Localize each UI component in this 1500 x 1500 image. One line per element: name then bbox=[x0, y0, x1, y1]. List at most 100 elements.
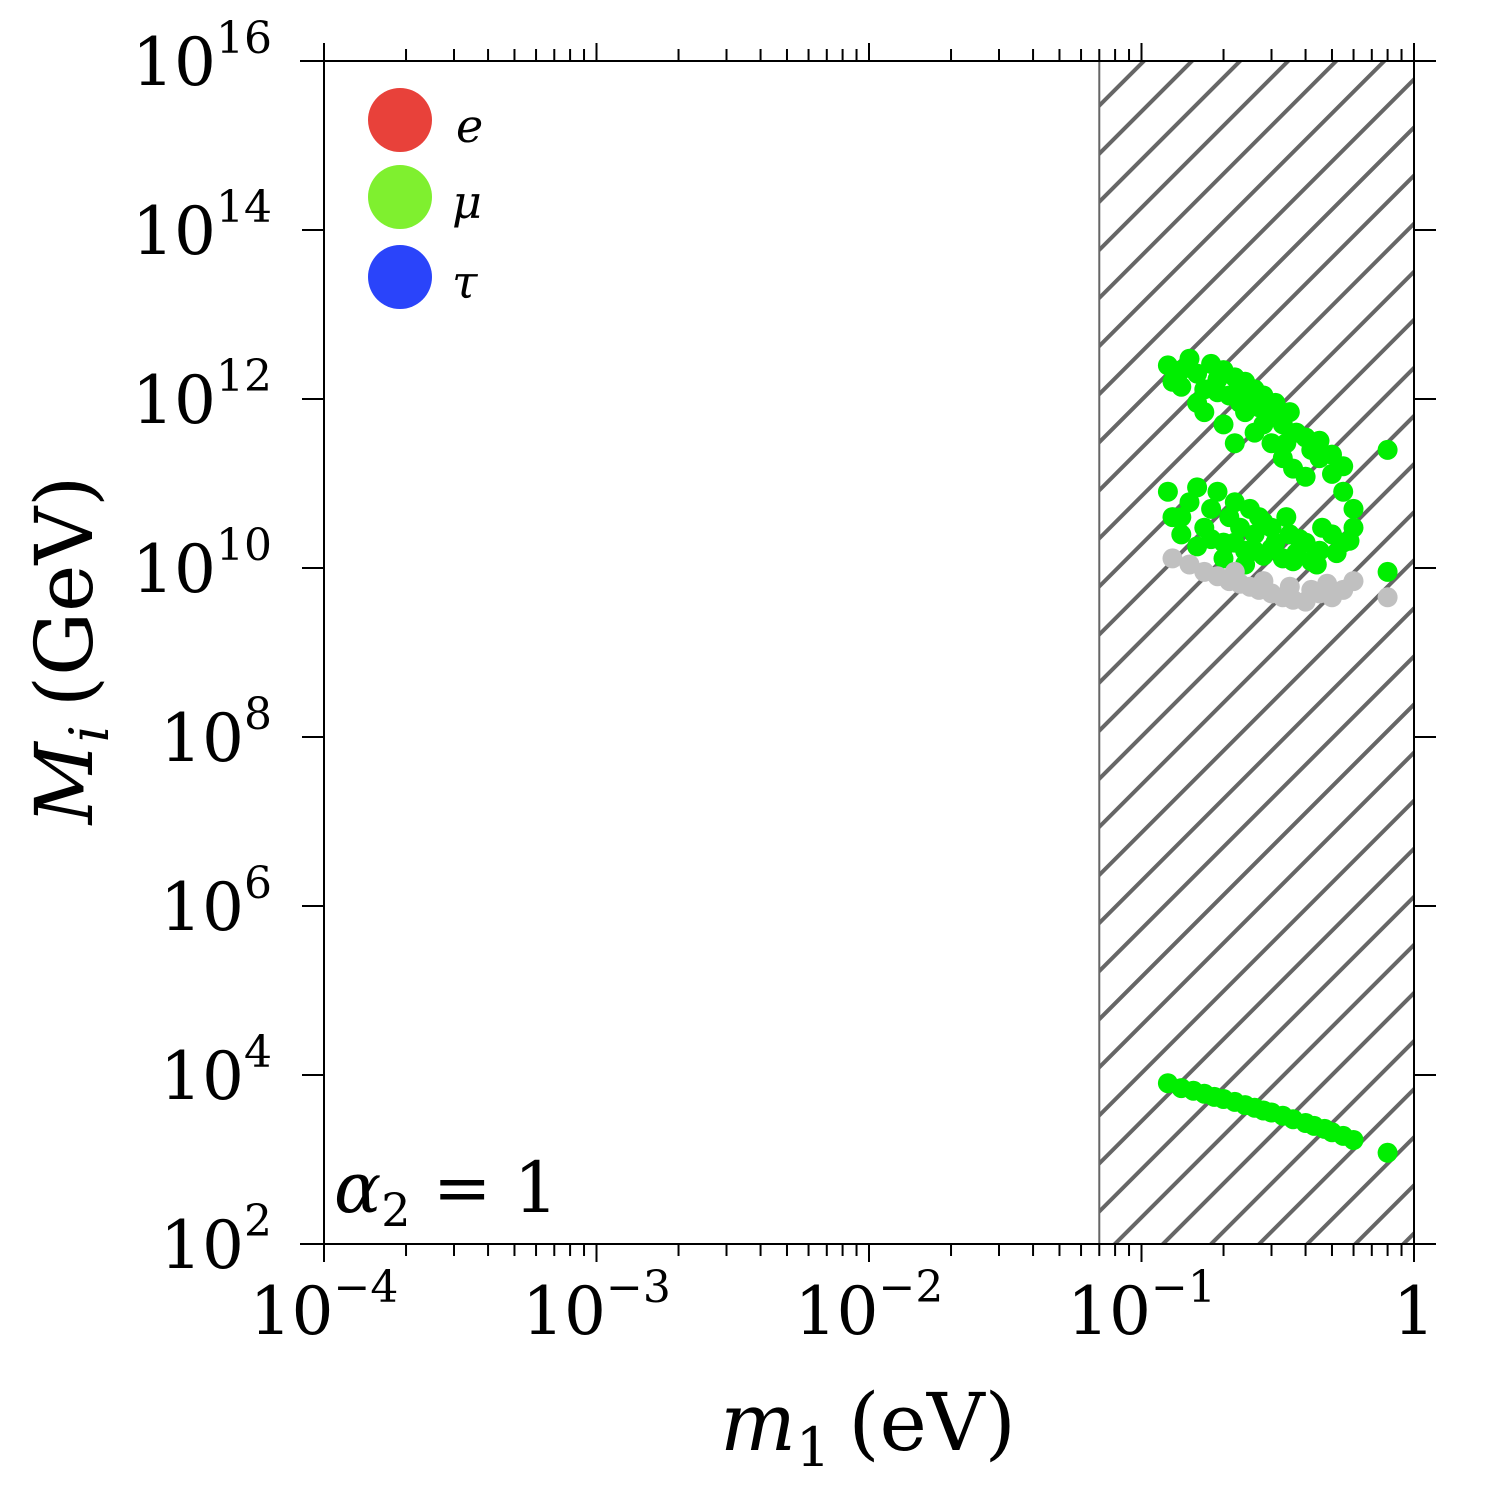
y-tick-exponent: 8 bbox=[244, 689, 272, 740]
data-point-series-0 bbox=[1187, 477, 1208, 498]
y-tick-exponent: 16 bbox=[216, 13, 272, 64]
data-point-series-0 bbox=[1171, 507, 1192, 528]
y-axis-unit: (GeV) bbox=[18, 476, 111, 707]
x-tick-exponent: −2 bbox=[879, 1262, 944, 1313]
legend: e μ τ bbox=[368, 88, 483, 309]
y-tick-base: 10 bbox=[160, 1038, 244, 1115]
y-tick-base: 10 bbox=[132, 24, 216, 101]
data-point-series-0 bbox=[1253, 414, 1274, 435]
data-point-series-2 bbox=[1377, 587, 1398, 608]
hatched-region bbox=[1098, 60, 1415, 1245]
x-tick-base: 1 bbox=[1393, 1273, 1435, 1350]
data-point-series-0 bbox=[1343, 498, 1364, 519]
data-point-series-0 bbox=[1306, 554, 1327, 575]
data-point-series-0 bbox=[1326, 543, 1347, 564]
data-point-series-0 bbox=[1253, 512, 1274, 532]
data-point-series-2 bbox=[1301, 579, 1322, 600]
data-point-series-2 bbox=[1279, 576, 1300, 597]
y-tick-base: 10 bbox=[132, 531, 216, 608]
data-point-series-0 bbox=[1157, 481, 1178, 502]
data-point-series-0 bbox=[1171, 524, 1192, 545]
data-point-series-0 bbox=[1283, 551, 1304, 572]
x-tick-base: 10 bbox=[522, 1273, 606, 1350]
legend-label-e: e bbox=[456, 99, 483, 153]
legend-marker-mu bbox=[368, 165, 432, 229]
x-tick-base: 10 bbox=[1067, 1273, 1151, 1350]
data-point-series-0 bbox=[1171, 376, 1192, 397]
data-point-series-0 bbox=[1333, 456, 1354, 477]
data-point-series-2 bbox=[1343, 571, 1364, 592]
y-tick-base: 10 bbox=[160, 869, 244, 946]
data-point-series-0 bbox=[1333, 481, 1354, 502]
data-point-series-0 bbox=[1276, 507, 1297, 528]
data-point-series-1 bbox=[1377, 1142, 1398, 1163]
x-tick-label: 10−4 bbox=[250, 1262, 399, 1350]
data-point-series-0 bbox=[1207, 382, 1228, 403]
y-tick-exponent: 4 bbox=[244, 1027, 272, 1078]
x-tick-label: 10−3 bbox=[522, 1262, 671, 1350]
alpha-symbol: α bbox=[334, 1147, 381, 1229]
data-point-series-0 bbox=[1187, 536, 1208, 557]
axis-ticks bbox=[302, 43, 1436, 1262]
y-tick-label: 1016 bbox=[132, 13, 272, 101]
x-axis-subscript: 1 bbox=[796, 1416, 830, 1479]
y-tick-label: 106 bbox=[160, 858, 272, 946]
data-point-series-0 bbox=[1279, 402, 1300, 423]
data-point-series-0 bbox=[1261, 538, 1282, 559]
x-tick-label: 1 bbox=[1393, 1273, 1435, 1350]
alpha-annotation: α2 = 1 bbox=[334, 1147, 558, 1237]
y-axis-subscript: i bbox=[58, 725, 121, 742]
data-points bbox=[1157, 348, 1398, 1163]
data-point-series-0 bbox=[1213, 548, 1234, 569]
data-point-series-0 bbox=[1295, 466, 1316, 487]
excluded-region bbox=[1098, 60, 1415, 1245]
y-tick-exponent: 10 bbox=[216, 520, 272, 571]
data-point-series-2 bbox=[1162, 548, 1183, 569]
data-point-series-2 bbox=[1224, 561, 1245, 582]
data-point-series-0 bbox=[1377, 561, 1398, 582]
y-tick-exponent: 6 bbox=[244, 858, 272, 909]
legend-marker-tau bbox=[368, 245, 432, 309]
y-tick-base: 10 bbox=[160, 700, 244, 777]
y-tick-label: 104 bbox=[160, 1027, 272, 1115]
y-axis-symbol: M bbox=[18, 740, 111, 826]
x-axis-title: m1 (eV) bbox=[720, 1376, 1016, 1479]
data-point-series-0 bbox=[1261, 433, 1282, 454]
y-tick-exponent: 14 bbox=[216, 182, 272, 233]
data-point-series-0 bbox=[1224, 492, 1245, 513]
x-tick-labels: 10−4 10−3 10−2 10−1 1 bbox=[250, 1262, 1435, 1350]
data-point-series-0 bbox=[1339, 530, 1360, 551]
legend-label-tau: τ bbox=[452, 255, 479, 309]
y-tick-exponent: 12 bbox=[216, 351, 272, 402]
x-tick-base: 10 bbox=[795, 1273, 879, 1350]
y-tick-label: 102 bbox=[160, 1196, 272, 1284]
x-tick-label: 10−2 bbox=[795, 1262, 944, 1350]
data-point-series-0 bbox=[1312, 517, 1333, 538]
x-tick-exponent: −3 bbox=[606, 1262, 671, 1313]
y-tick-exponent: 2 bbox=[244, 1196, 272, 1247]
data-point-series-0 bbox=[1224, 433, 1245, 454]
data-point-series-0 bbox=[1265, 392, 1286, 413]
data-point-series-0 bbox=[1289, 529, 1310, 550]
y-axis-title: Mi (GeV) bbox=[18, 476, 121, 827]
x-axis-unit: (eV) bbox=[848, 1376, 1016, 1469]
data-point-series-0 bbox=[1179, 348, 1200, 369]
data-point-series-2 bbox=[1179, 554, 1200, 575]
y-tick-base: 10 bbox=[132, 362, 216, 439]
data-point-series-0 bbox=[1201, 498, 1222, 519]
data-point-series-0 bbox=[1213, 414, 1234, 435]
x-tick-label: 10−1 bbox=[1067, 1262, 1216, 1350]
legend-marker-e bbox=[368, 88, 432, 152]
data-point-series-2 bbox=[1317, 573, 1338, 594]
alpha-subscript: 2 bbox=[381, 1183, 410, 1237]
data-point-series-2 bbox=[1253, 571, 1274, 592]
data-point-series-0 bbox=[1309, 430, 1330, 451]
legend-label-mu: μ bbox=[452, 175, 482, 229]
x-tick-exponent: −1 bbox=[1151, 1262, 1216, 1313]
y-tick-label: 1012 bbox=[132, 351, 272, 439]
x-tick-base: 10 bbox=[250, 1273, 334, 1350]
y-tick-label: 1014 bbox=[132, 182, 272, 270]
data-point-series-0 bbox=[1224, 532, 1245, 553]
data-point-series-0 bbox=[1179, 492, 1200, 513]
